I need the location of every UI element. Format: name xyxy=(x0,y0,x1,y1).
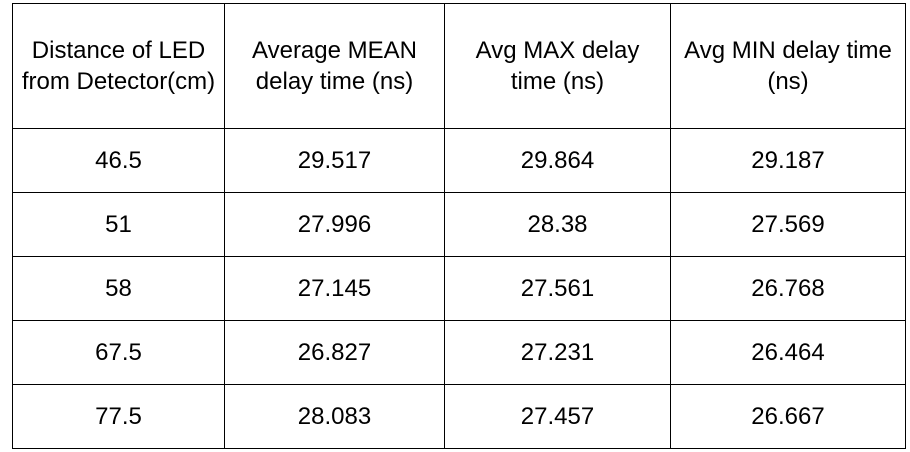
table-cell: 27.457 xyxy=(444,384,671,449)
table-row: 51 27.996 28.38 27.569 xyxy=(12,192,906,257)
data-table: Distance of LED from Detector(cm) Average… xyxy=(12,3,906,449)
table-row: 58 27.145 27.561 26.768 xyxy=(12,256,906,321)
header-cell: Average MEAN delay time (ns) xyxy=(224,3,445,129)
table-cell: 51 xyxy=(12,192,225,257)
header-cell: Avg MAX delay time (ns) xyxy=(444,3,671,129)
table-body: 46.5 29.517 29.864 29.187 51 27.996 28.38 27.56… xyxy=(12,128,906,449)
table-cell: 27.561 xyxy=(444,256,671,321)
table-row: 46.5 29.517 29.864 29.187 xyxy=(12,128,906,193)
table-cell: 77.5 xyxy=(12,384,225,449)
table-row: 67.5 26.827 27.231 26.464 xyxy=(12,320,906,385)
header-cell: Avg MIN delay time (ns) xyxy=(670,3,906,129)
table-cell: 29.517 xyxy=(224,128,445,193)
header-cell: Distance of LED from Detector(cm) xyxy=(12,3,225,129)
table-cell: 67.5 xyxy=(12,320,225,385)
table-cell: 28.083 xyxy=(224,384,445,449)
table-cell: 26.667 xyxy=(670,384,906,449)
table-cell: 27.996 xyxy=(224,192,445,257)
table-row: 77.5 28.083 27.457 26.667 xyxy=(12,384,906,449)
table-cell: 27.145 xyxy=(224,256,445,321)
table-cell: 28.38 xyxy=(444,192,671,257)
table-cell: 26.768 xyxy=(670,256,906,321)
table-cell: 29.187 xyxy=(670,128,906,193)
table-cell: 26.464 xyxy=(670,320,906,385)
table-cell: 46.5 xyxy=(12,128,225,193)
table-cell: 27.231 xyxy=(444,320,671,385)
header-row: Distance of LED from Detector(cm) Average… xyxy=(12,3,906,129)
table-cell: 26.827 xyxy=(224,320,445,385)
table-cell: 29.864 xyxy=(444,128,671,193)
table-cell: 58 xyxy=(12,256,225,321)
table-cell: 27.569 xyxy=(670,192,906,257)
